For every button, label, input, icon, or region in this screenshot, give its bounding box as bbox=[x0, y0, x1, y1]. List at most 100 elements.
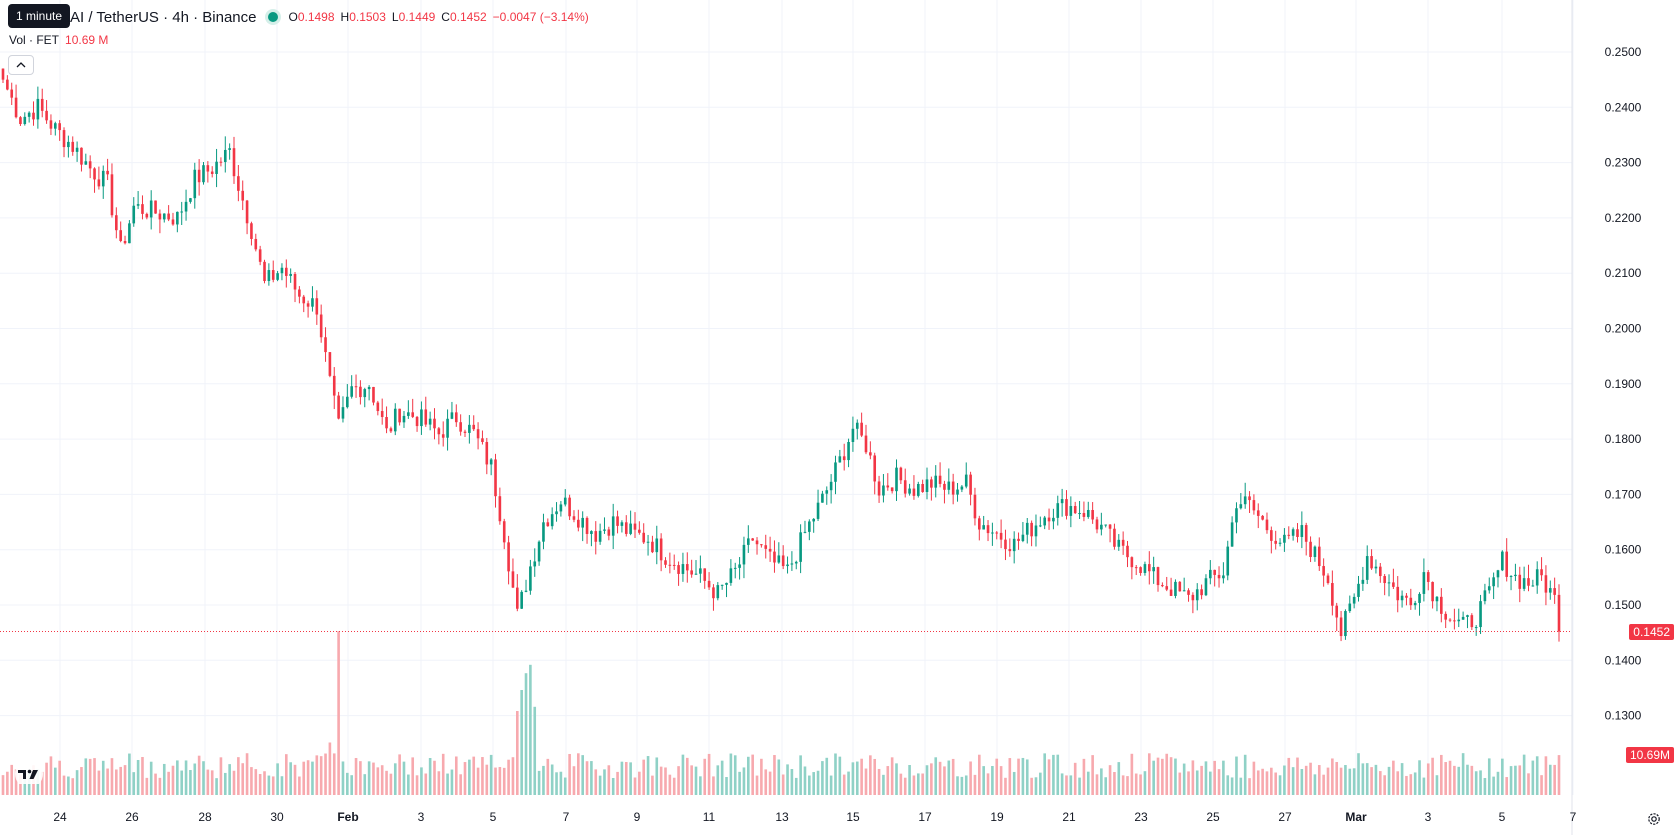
volume-bar bbox=[280, 776, 284, 795]
symbol-title[interactable]: AI / TetherUS · 4h · Binance bbox=[70, 8, 257, 26]
volume-bar bbox=[729, 753, 733, 795]
candle-body bbox=[773, 551, 776, 563]
volume-bar bbox=[485, 764, 489, 795]
candle-body bbox=[315, 298, 319, 315]
volume-bar bbox=[389, 773, 393, 795]
candle-body bbox=[511, 571, 515, 588]
price-axis[interactable]: 0.2500 0.2400 0.2300 0.2200 0.2100 0.2000 0.19… bbox=[1605, 45, 1642, 723]
candle-body bbox=[411, 412, 415, 417]
volume-bar bbox=[938, 761, 942, 795]
open-label: O bbox=[288, 10, 298, 24]
candle-body bbox=[1540, 569, 1543, 576]
volume-bar bbox=[1296, 757, 1299, 795]
candle-body bbox=[951, 481, 955, 495]
volume-bar bbox=[1235, 756, 1238, 795]
volume-bar bbox=[1344, 765, 1347, 795]
candle-body bbox=[699, 568, 702, 574]
volume-bar bbox=[136, 759, 140, 795]
volume-bar bbox=[1474, 771, 1478, 795]
candle-body bbox=[808, 521, 811, 532]
candle-body bbox=[1304, 525, 1308, 542]
candle-body bbox=[271, 270, 275, 280]
candle-body bbox=[332, 375, 336, 396]
volume-bar bbox=[1461, 753, 1465, 795]
volume-legend: Vol · FET 10.69 M bbox=[9, 33, 108, 47]
candle-body bbox=[80, 147, 83, 165]
candle-body bbox=[1265, 519, 1269, 531]
volume-bar bbox=[450, 769, 454, 795]
candle-body bbox=[533, 561, 537, 567]
volume-bar bbox=[1453, 765, 1456, 795]
candle-body bbox=[136, 204, 140, 206]
volume-bar bbox=[1121, 775, 1125, 795]
candle-body bbox=[1440, 596, 1443, 614]
candle-body bbox=[158, 213, 162, 220]
candle-body bbox=[847, 441, 850, 461]
volume-bar bbox=[790, 769, 794, 795]
candle-body bbox=[1235, 508, 1238, 523]
candle-body bbox=[1243, 496, 1247, 505]
candle-body bbox=[537, 541, 541, 562]
volume-bar bbox=[991, 765, 994, 795]
candle-body bbox=[14, 97, 18, 118]
candle-body bbox=[311, 298, 314, 307]
candle-body bbox=[930, 479, 933, 488]
volume-bar bbox=[1509, 766, 1513, 795]
volume-bar bbox=[468, 759, 471, 795]
tradingview-logo-icon[interactable] bbox=[14, 764, 44, 784]
volume-bar bbox=[908, 765, 911, 795]
settings-gear-icon[interactable] bbox=[1646, 811, 1662, 827]
time-tick-label: 27 bbox=[1278, 810, 1292, 824]
volume-bar bbox=[324, 753, 327, 795]
candle-body bbox=[916, 484, 920, 496]
volume-bar bbox=[1082, 758, 1086, 795]
volume-bar bbox=[1152, 760, 1155, 795]
volume-bar bbox=[115, 769, 118, 795]
candle-body bbox=[110, 174, 114, 216]
volume-bar bbox=[1113, 771, 1116, 795]
candle-body bbox=[1091, 509, 1094, 520]
volume-bar bbox=[803, 766, 807, 795]
candle-body bbox=[162, 213, 166, 220]
candle-body bbox=[956, 489, 959, 495]
candle-body bbox=[1252, 500, 1256, 511]
candle-body bbox=[232, 148, 236, 177]
volume-bar bbox=[97, 770, 101, 795]
candle-body bbox=[568, 497, 571, 517]
candle-body bbox=[703, 568, 707, 581]
candle-body bbox=[193, 169, 197, 199]
volume-bar bbox=[193, 763, 197, 795]
candle-body bbox=[206, 165, 210, 172]
volume-bar bbox=[1387, 766, 1391, 795]
time-tick-label: 11 bbox=[703, 810, 716, 824]
market-status-icon[interactable] bbox=[268, 12, 279, 22]
candle-body bbox=[298, 289, 301, 297]
volume-bar bbox=[454, 756, 458, 795]
candle-body bbox=[882, 485, 885, 496]
volume-bar bbox=[947, 760, 951, 795]
volume-bar bbox=[494, 767, 497, 795]
candle-body bbox=[1374, 566, 1378, 569]
candle-body bbox=[1344, 611, 1347, 637]
volume-bar bbox=[886, 766, 890, 795]
volume-bar bbox=[978, 754, 981, 795]
candle-body bbox=[1387, 582, 1391, 584]
volume-bar bbox=[1169, 757, 1173, 795]
collapse-legend-button[interactable] bbox=[8, 55, 34, 75]
candle-body bbox=[1256, 510, 1260, 516]
volume-bar bbox=[215, 778, 218, 795]
volume-bar bbox=[424, 773, 428, 795]
volume-bar bbox=[141, 757, 144, 795]
candle-body bbox=[171, 219, 175, 225]
price-tick-label: 0.2300 bbox=[1605, 156, 1642, 170]
candle-body bbox=[23, 116, 27, 125]
candle-body bbox=[1086, 509, 1090, 517]
volume-bar bbox=[1370, 767, 1373, 795]
price-tick-label: 0.2400 bbox=[1605, 100, 1642, 114]
time-axis[interactable]: 24 26 28 30 Feb 3 5 7 9 11 13 15 17 19 21 23 25 27 Mar 3 5 7 bbox=[53, 810, 1576, 824]
candle-body bbox=[415, 416, 419, 427]
volume-bar bbox=[821, 761, 824, 795]
candle-body bbox=[19, 117, 22, 125]
volume-bar bbox=[546, 758, 550, 795]
